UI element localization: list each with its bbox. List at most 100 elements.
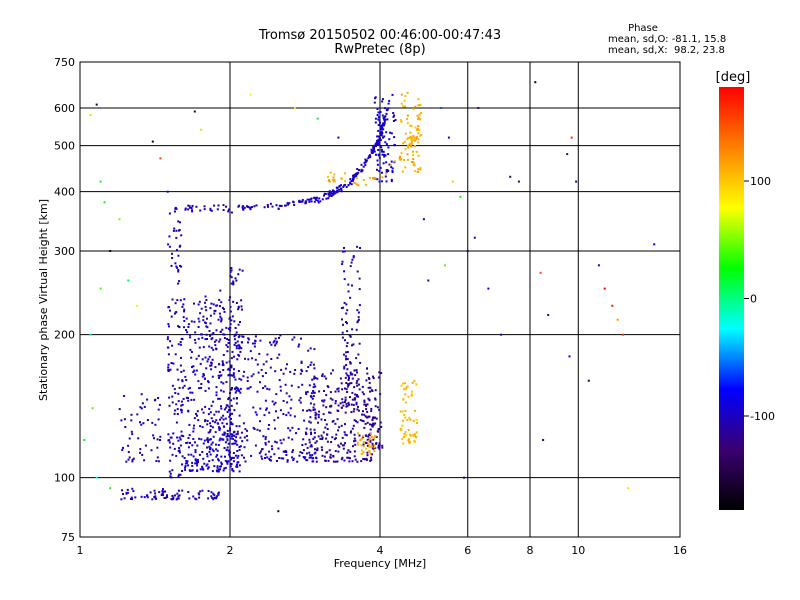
- data-point: [349, 265, 352, 268]
- stats-box: Phase mean, sd,O: -81.1, 15.8 mean, sd,X…: [608, 23, 726, 56]
- data-point: [232, 442, 235, 445]
- data-point: [273, 453, 276, 456]
- data-point: [226, 435, 229, 437]
- data-point: [177, 439, 180, 442]
- data-point: [354, 439, 357, 442]
- data-point: [509, 175, 512, 178]
- data-point: [273, 340, 276, 342]
- data-point: [399, 119, 402, 122]
- data-point: [273, 403, 276, 406]
- data-point: [247, 341, 249, 344]
- data-point: [210, 364, 213, 367]
- data-point: [413, 170, 416, 173]
- data-point: [237, 454, 240, 457]
- data-point: [358, 304, 361, 307]
- data-point: [197, 380, 200, 383]
- data-point: [357, 443, 360, 446]
- data-point: [355, 395, 358, 398]
- data-point: [336, 418, 339, 421]
- data-point: [355, 328, 358, 331]
- data-point: [325, 406, 328, 409]
- data-point: [174, 494, 176, 497]
- data-point: [382, 162, 385, 165]
- data-point: [212, 450, 215, 453]
- data-point: [318, 197, 321, 200]
- data-point: [342, 306, 345, 309]
- data-point: [225, 361, 228, 364]
- data-point: [415, 418, 418, 421]
- data-point: [222, 414, 225, 417]
- data-point: [216, 449, 219, 452]
- data-point: [349, 371, 352, 374]
- data-point: [382, 122, 385, 125]
- data-point: [242, 205, 245, 208]
- data-point: [167, 439, 170, 442]
- data-point: [154, 423, 157, 426]
- data-point: [187, 410, 190, 413]
- data-point: [380, 372, 383, 374]
- data-point: [256, 428, 259, 431]
- data-point: [266, 353, 269, 356]
- data-point: [280, 368, 283, 371]
- data-point: [233, 376, 236, 379]
- data-point: [353, 398, 356, 401]
- data-point: [191, 469, 194, 472]
- data-point: [313, 367, 316, 370]
- data-point: [366, 451, 369, 454]
- data-point: [184, 468, 187, 471]
- data-point: [151, 498, 154, 501]
- data-point: [311, 454, 314, 457]
- data-point: [176, 266, 179, 269]
- data-point: [196, 469, 199, 472]
- data-point: [375, 442, 378, 445]
- data-point: [346, 391, 349, 393]
- data-point: [368, 381, 371, 384]
- data-point: [135, 304, 138, 307]
- data-point: [314, 411, 317, 414]
- data-point: [199, 490, 202, 493]
- data-point: [169, 436, 172, 439]
- data-point: [402, 410, 404, 413]
- data-point: [269, 341, 271, 344]
- data-point: [235, 302, 238, 304]
- data-point: [177, 268, 180, 271]
- data-point: [263, 206, 266, 209]
- data-point: [190, 320, 193, 323]
- data-point: [374, 405, 377, 408]
- data-point: [393, 114, 396, 117]
- data-point: [299, 396, 302, 399]
- data-point: [377, 140, 380, 143]
- data-point: [190, 398, 193, 401]
- data-point: [357, 432, 359, 435]
- data-point: [351, 344, 353, 347]
- data-point: [211, 497, 214, 500]
- data-point: [239, 387, 242, 390]
- data-point: [355, 174, 358, 177]
- data-point: [376, 406, 379, 409]
- data-point: [230, 267, 233, 270]
- data-point: [542, 439, 545, 441]
- data-point: [163, 497, 166, 499]
- data-point: [185, 317, 188, 320]
- data-point: [209, 422, 211, 425]
- data-point: [212, 332, 215, 334]
- data-point: [232, 282, 235, 285]
- data-point: [190, 351, 193, 353]
- data-point: [362, 451, 365, 454]
- data-point: [245, 435, 248, 437]
- data-point: [156, 456, 159, 459]
- data-point: [413, 432, 416, 435]
- data-point: [213, 413, 216, 416]
- data-point: [180, 234, 183, 237]
- data-point: [206, 463, 209, 466]
- data-point: [226, 411, 229, 413]
- data-point: [331, 420, 334, 423]
- data-point: [194, 441, 196, 444]
- data-point: [399, 158, 402, 161]
- data-point: [405, 401, 407, 404]
- data-point: [363, 161, 366, 164]
- data-point: [372, 149, 375, 151]
- data-point: [347, 290, 350, 293]
- data-point: [330, 195, 333, 197]
